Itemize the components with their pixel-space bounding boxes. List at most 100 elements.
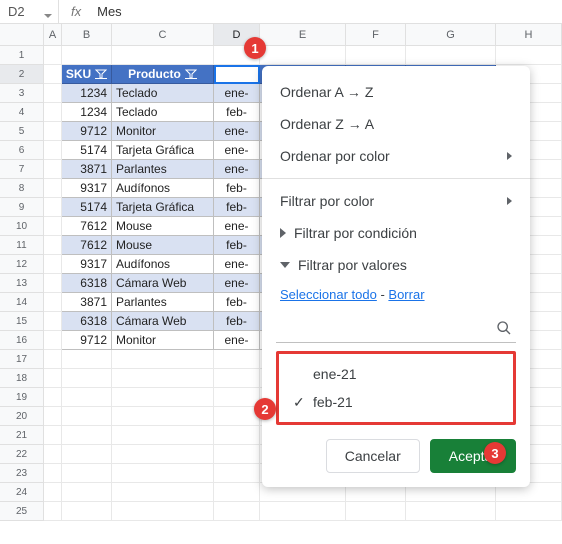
cancel-button[interactable]: Cancelar: [326, 439, 420, 473]
cell[interactable]: [112, 407, 214, 426]
cell[interactable]: 6318: [62, 312, 112, 331]
row-header[interactable]: 12: [0, 255, 44, 274]
row-header[interactable]: 22: [0, 445, 44, 464]
cell[interactable]: 9712: [62, 331, 112, 350]
cell[interactable]: [112, 388, 214, 407]
cell[interactable]: [62, 369, 112, 388]
row-header[interactable]: 17: [0, 350, 44, 369]
cell[interactable]: [496, 46, 562, 65]
sort-za[interactable]: Ordenar Z → A: [262, 108, 530, 140]
cell[interactable]: 6318: [62, 274, 112, 293]
cell[interactable]: ene-: [214, 122, 260, 141]
cell[interactable]: Cámara Web: [112, 312, 214, 331]
cell[interactable]: [214, 445, 260, 464]
column-header-C[interactable]: C: [112, 24, 214, 45]
cell[interactable]: ene-: [214, 255, 260, 274]
cell[interactable]: [62, 388, 112, 407]
cell[interactable]: 9317: [62, 179, 112, 198]
sort-az[interactable]: Ordenar A → Z: [262, 76, 530, 108]
cell[interactable]: [44, 274, 62, 293]
row-header[interactable]: 18: [0, 369, 44, 388]
cell[interactable]: [214, 483, 260, 502]
row-header[interactable]: 1: [0, 46, 44, 65]
filter-by-condition[interactable]: Filtrar por condición: [262, 217, 530, 249]
cell[interactable]: [112, 46, 214, 65]
cell[interactable]: [44, 483, 62, 502]
cell[interactable]: Tarjeta Gráfica: [112, 198, 214, 217]
cell[interactable]: [214, 426, 260, 445]
sort-by-color[interactable]: Ordenar por color: [262, 140, 530, 172]
cell[interactable]: [44, 350, 62, 369]
cell[interactable]: [214, 464, 260, 483]
cell[interactable]: feb-: [214, 179, 260, 198]
cell[interactable]: [62, 46, 112, 65]
row-header[interactable]: 2: [0, 65, 44, 84]
cell[interactable]: [44, 46, 62, 65]
cell[interactable]: [62, 502, 112, 521]
cell[interactable]: [44, 445, 62, 464]
row-header[interactable]: 24: [0, 483, 44, 502]
select-all-link[interactable]: Seleccionar todo: [280, 287, 377, 302]
cell[interactable]: 7612: [62, 217, 112, 236]
cell[interactable]: [406, 46, 496, 65]
table-header[interactable]: Producto: [112, 65, 214, 84]
cell[interactable]: [112, 483, 214, 502]
cell[interactable]: [112, 350, 214, 369]
filter-by-values[interactable]: Filtrar por valores: [262, 249, 530, 281]
cell[interactable]: 1234: [62, 84, 112, 103]
cell[interactable]: [44, 331, 62, 350]
select-all-corner[interactable]: [0, 24, 44, 45]
row-header[interactable]: 9: [0, 198, 44, 217]
column-header-H[interactable]: H: [496, 24, 562, 45]
cell[interactable]: Parlantes: [112, 293, 214, 312]
cell[interactable]: [62, 464, 112, 483]
row-header[interactable]: 19: [0, 388, 44, 407]
row-header[interactable]: 5: [0, 122, 44, 141]
cell[interactable]: [44, 293, 62, 312]
cell[interactable]: [214, 350, 260, 369]
cell[interactable]: [44, 84, 62, 103]
cell[interactable]: [44, 198, 62, 217]
cell[interactable]: [62, 426, 112, 445]
row-header[interactable]: 10: [0, 217, 44, 236]
cell[interactable]: ene-: [214, 160, 260, 179]
cell[interactable]: [346, 46, 406, 65]
cell[interactable]: [62, 407, 112, 426]
cell[interactable]: 3871: [62, 293, 112, 312]
cell[interactable]: Monitor: [112, 122, 214, 141]
cell[interactable]: Audífonos: [112, 255, 214, 274]
cell[interactable]: [44, 255, 62, 274]
cell[interactable]: [44, 236, 62, 255]
cell[interactable]: Cámara Web: [112, 274, 214, 293]
column-header-A[interactable]: A: [44, 24, 62, 45]
cell[interactable]: [44, 160, 62, 179]
row-header[interactable]: 16: [0, 331, 44, 350]
cell[interactable]: [496, 502, 562, 521]
cell[interactable]: ene-: [214, 274, 260, 293]
cell[interactable]: [62, 350, 112, 369]
cell[interactable]: Mouse: [112, 217, 214, 236]
cell[interactable]: Monitor: [112, 331, 214, 350]
cell[interactable]: Audífonos: [112, 179, 214, 198]
cell[interactable]: [44, 426, 62, 445]
table-header[interactable]: SKU: [62, 65, 112, 84]
cell[interactable]: [112, 369, 214, 388]
cell[interactable]: [112, 445, 214, 464]
column-header-G[interactable]: G: [406, 24, 496, 45]
cell[interactable]: feb-: [214, 312, 260, 331]
cell[interactable]: Tarjeta Gráfica: [112, 141, 214, 160]
cell[interactable]: [44, 103, 62, 122]
cell[interactable]: [44, 464, 62, 483]
filter-icon[interactable]: [185, 69, 197, 79]
formula-value[interactable]: Mes: [93, 4, 126, 19]
row-header[interactable]: 14: [0, 293, 44, 312]
filter-value-item[interactable]: feb-21: [283, 388, 509, 416]
cell[interactable]: 3871: [62, 160, 112, 179]
cell[interactable]: [406, 502, 496, 521]
filter-search-input[interactable]: [276, 314, 516, 343]
cell[interactable]: [44, 141, 62, 160]
row-header[interactable]: 25: [0, 502, 44, 521]
cell[interactable]: feb-: [214, 236, 260, 255]
cell[interactable]: [44, 388, 62, 407]
cell[interactable]: 1234: [62, 103, 112, 122]
